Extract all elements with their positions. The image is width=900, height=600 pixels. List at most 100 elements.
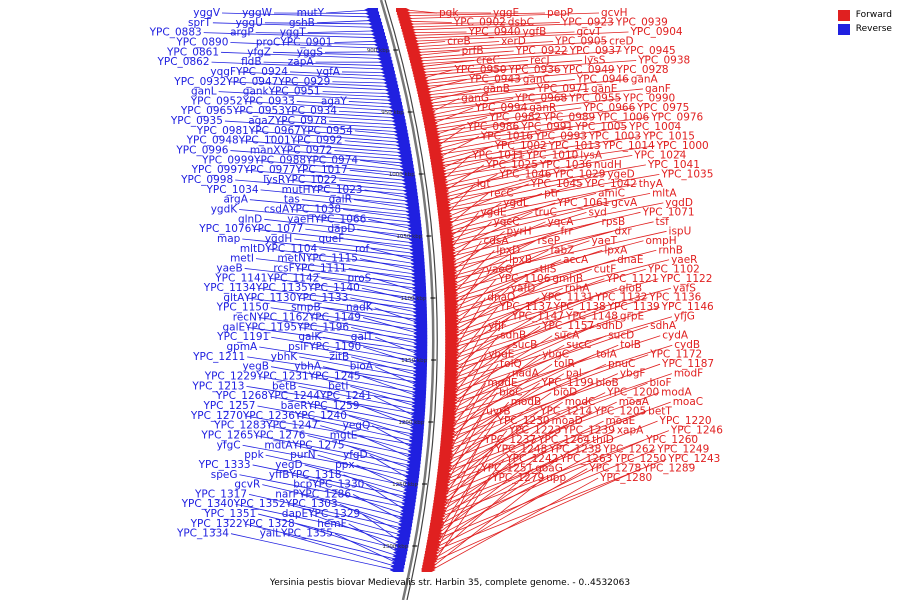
forward-gene-label[interactable]: YPC_1262 bbox=[602, 444, 655, 456]
reverse-gene-glyph[interactable] bbox=[391, 557, 406, 562]
forward-gene-label[interactable]: YPC_1249 bbox=[656, 444, 709, 456]
forward-gene-label[interactable]: YPC_1251 bbox=[480, 463, 533, 475]
forward-gene-label[interactable]: YPC_1250 bbox=[613, 453, 666, 465]
reverse-gene-label[interactable]: galT bbox=[351, 331, 374, 343]
reverse-gene-glyph[interactable] bbox=[413, 334, 428, 339]
reverse-gene-glyph[interactable] bbox=[409, 428, 424, 433]
forward-gene-label[interactable]: YPC_1042 bbox=[584, 178, 637, 190]
forward-gene-label[interactable]: rpsB bbox=[602, 216, 626, 228]
reverse-gene-glyph[interactable] bbox=[404, 477, 419, 482]
forward-gene-label[interactable]: upp bbox=[546, 472, 566, 484]
forward-gene-label[interactable]: modE bbox=[488, 377, 518, 389]
reverse-gene-glyph[interactable] bbox=[409, 244, 424, 249]
reverse-gene-glyph[interactable] bbox=[411, 401, 426, 406]
reverse-gene-label[interactable]: mutY bbox=[297, 7, 325, 19]
reverse-gene-glyph[interactable] bbox=[410, 418, 425, 423]
reverse-gene-glyph[interactable] bbox=[412, 366, 427, 371]
forward-gene-label[interactable]: YPC_0943 bbox=[468, 73, 521, 85]
forward-gene-label[interactable]: YPC_1005 bbox=[574, 121, 627, 133]
forward-gene-label[interactable]: moaE bbox=[606, 415, 636, 427]
forward-gene-label[interactable]: recC bbox=[490, 187, 514, 199]
forward-gene-label[interactable]: YPC_1146 bbox=[661, 301, 714, 313]
reverse-gene-label[interactable]: psiF bbox=[288, 341, 309, 353]
reverse-gene-label[interactable]: YPC_1329 bbox=[307, 508, 360, 520]
reverse-gene-glyph[interactable] bbox=[390, 564, 405, 569]
reverse-gene-glyph[interactable] bbox=[385, 91, 400, 96]
forward-gene-label[interactable]: YPC_1137 bbox=[499, 301, 552, 313]
reverse-gene-glyph[interactable] bbox=[411, 404, 426, 409]
reverse-gene-glyph[interactable] bbox=[410, 261, 425, 266]
reverse-gene-glyph[interactable] bbox=[391, 119, 406, 124]
reverse-gene-label[interactable]: mutH bbox=[282, 184, 311, 196]
reverse-gene-glyph[interactable] bbox=[369, 25, 384, 30]
reverse-gene-label[interactable]: YPC_1328 bbox=[242, 518, 295, 530]
forward-gene-label[interactable]: ygdL bbox=[503, 197, 529, 209]
reverse-gene-glyph[interactable] bbox=[408, 439, 423, 444]
reverse-gene-label[interactable]: YPC_1245 bbox=[308, 371, 361, 383]
reverse-gene-glyph[interactable] bbox=[398, 519, 413, 524]
reverse-gene-label[interactable]: dapE bbox=[282, 508, 308, 520]
forward-gene-label[interactable]: rseP bbox=[537, 235, 560, 247]
reverse-gene-glyph[interactable] bbox=[412, 289, 427, 294]
reverse-gene-glyph[interactable] bbox=[410, 421, 425, 426]
forward-gene-label[interactable]: YPC_1260 bbox=[645, 434, 698, 446]
reverse-gene-label[interactable]: ppx bbox=[335, 459, 355, 471]
reverse-gene-label[interactable]: YPC_1240 bbox=[294, 410, 347, 422]
forward-gene-label[interactable]: frr bbox=[561, 225, 574, 237]
reverse-gene-glyph[interactable] bbox=[403, 484, 418, 489]
forward-gene-label[interactable]: tolQ bbox=[500, 358, 522, 370]
reverse-gene-glyph[interactable] bbox=[390, 115, 405, 120]
reverse-gene-glyph[interactable] bbox=[409, 432, 424, 437]
reverse-gene-glyph[interactable] bbox=[389, 108, 404, 113]
reverse-gene-glyph[interactable] bbox=[401, 498, 416, 503]
reverse-gene-glyph[interactable] bbox=[406, 460, 421, 465]
reverse-gene-label[interactable]: gcvR bbox=[234, 479, 260, 491]
reverse-gene-label[interactable]: YPC_0978 bbox=[274, 115, 327, 127]
forward-gene-label[interactable]: pepP bbox=[547, 7, 573, 19]
reverse-gene-label[interactable]: yegD bbox=[275, 459, 302, 471]
forward-gene-label[interactable]: lpxD bbox=[496, 244, 520, 256]
reverse-gene-glyph[interactable] bbox=[376, 53, 391, 58]
forward-gene-label[interactable]: YPC_0939 bbox=[615, 16, 668, 28]
reverse-gene-glyph[interactable] bbox=[413, 317, 428, 322]
forward-gene-label[interactable]: YPC_0982 bbox=[488, 111, 541, 123]
forward-gene-label[interactable]: YPC_0986 bbox=[466, 121, 519, 133]
forward-gene-label[interactable]: gloB bbox=[619, 282, 642, 294]
reverse-gene-glyph[interactable] bbox=[411, 279, 426, 284]
reverse-gene-label[interactable]: YPC_1023 bbox=[310, 184, 363, 196]
reverse-gene-label[interactable]: zapA bbox=[288, 56, 315, 68]
forward-gene-label[interactable]: goaG bbox=[535, 463, 563, 475]
reverse-gene-glyph[interactable] bbox=[394, 136, 409, 141]
reverse-gene-label[interactable]: YPC_1330 bbox=[311, 479, 364, 491]
reverse-gene-glyph[interactable] bbox=[398, 522, 413, 527]
forward-gene-label[interactable]: YPC_0994 bbox=[474, 102, 527, 114]
reverse-gene-glyph[interactable] bbox=[403, 188, 418, 193]
forward-gene-label[interactable]: YPC_0950 bbox=[454, 64, 507, 76]
reverse-gene-glyph[interactable] bbox=[412, 373, 427, 378]
forward-gene-label[interactable]: bioF bbox=[650, 377, 672, 389]
forward-gene-label[interactable]: YPC_1013 bbox=[548, 140, 601, 152]
forward-gene-label[interactable]: YPC_1187 bbox=[661, 358, 714, 370]
forward-gene-label[interactable]: YPC_0946 bbox=[576, 73, 629, 85]
reverse-gene-label[interactable]: yaeH bbox=[287, 213, 314, 225]
reverse-gene-glyph[interactable] bbox=[406, 456, 421, 461]
reverse-gene-glyph[interactable] bbox=[405, 474, 420, 479]
reverse-gene-label[interactable]: YPC_1213 bbox=[191, 380, 244, 392]
reverse-gene-glyph[interactable] bbox=[382, 77, 397, 82]
forward-gene-label[interactable]: YPC_0949 bbox=[562, 64, 615, 76]
reverse-gene-label[interactable]: agaZ bbox=[248, 115, 275, 127]
reverse-gene-label[interactable]: YPC_0977 bbox=[243, 164, 296, 176]
reverse-gene-glyph[interactable] bbox=[389, 568, 404, 572]
forward-gene-label[interactable]: tolR bbox=[554, 358, 575, 370]
reverse-gene-label[interactable]: yffB bbox=[269, 469, 290, 481]
forward-gene-label[interactable]: YPC_0945 bbox=[623, 45, 676, 57]
reverse-gene-label[interactable]: YPC_0862 bbox=[156, 56, 209, 68]
reverse-gene-glyph[interactable] bbox=[400, 505, 415, 510]
reverse-gene-glyph[interactable] bbox=[387, 98, 402, 103]
forward-gene-label[interactable]: accA bbox=[563, 254, 589, 266]
forward-gene-label[interactable]: YPC_0966 bbox=[582, 102, 635, 114]
reverse-gene-glyph[interactable] bbox=[407, 230, 422, 235]
reverse-gene-label[interactable]: YPC_1257 bbox=[202, 400, 255, 412]
forward-gene-label[interactable]: lgt bbox=[477, 178, 491, 190]
reverse-gene-label[interactable]: yaiL bbox=[260, 528, 282, 540]
